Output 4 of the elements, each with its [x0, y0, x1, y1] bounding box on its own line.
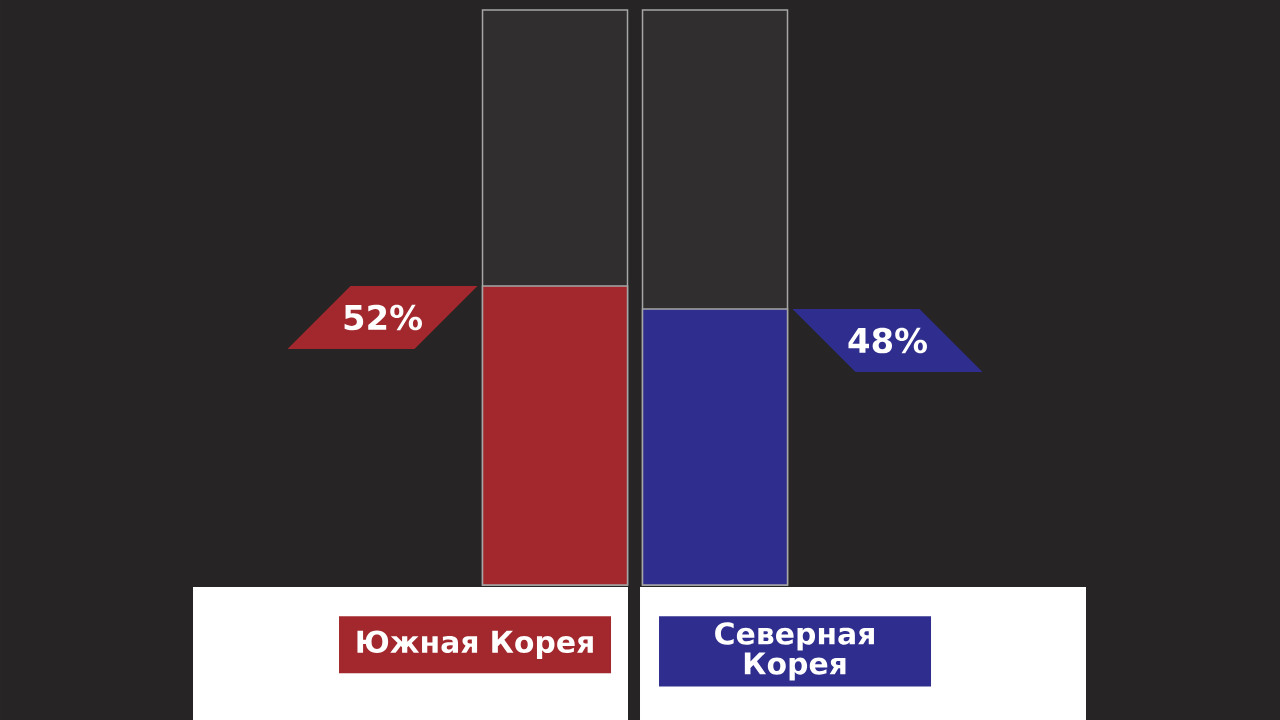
- x-tick-label: Южная Корея: [357, 630, 593, 659]
- data-label: 48%: [848, 327, 927, 354]
- x-tick-label: Северная Корея: [715, 622, 874, 681]
- data-label: 52%: [344, 304, 422, 331]
